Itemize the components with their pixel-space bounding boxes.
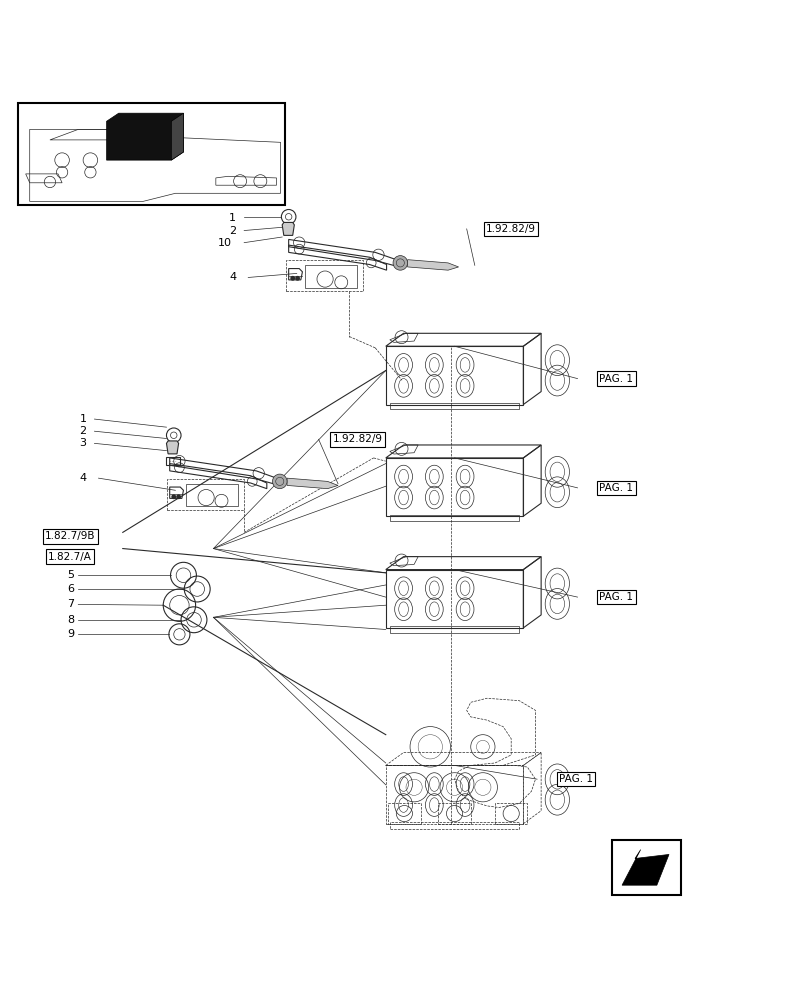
Text: 4: 4: [229, 272, 236, 282]
Circle shape: [290, 276, 294, 281]
Polygon shape: [287, 478, 337, 489]
Text: 1.92.82/9: 1.92.82/9: [332, 434, 382, 444]
Polygon shape: [621, 850, 668, 885]
Text: PAG. 1: PAG. 1: [599, 374, 633, 384]
Bar: [385, 765, 523, 824]
Text: 1.82.7/A: 1.82.7/A: [48, 552, 92, 562]
Polygon shape: [407, 260, 458, 270]
Text: 7: 7: [67, 599, 74, 609]
Polygon shape: [106, 113, 183, 160]
Text: 8: 8: [67, 615, 74, 625]
Text: 3: 3: [79, 438, 86, 448]
Bar: [611, 840, 680, 895]
Text: 9: 9: [67, 629, 74, 639]
Text: 5: 5: [67, 570, 74, 580]
Text: PAG. 1: PAG. 1: [558, 774, 592, 784]
Polygon shape: [166, 441, 178, 454]
Text: PAG. 1: PAG. 1: [599, 592, 633, 602]
Bar: [18, 103, 285, 205]
Bar: [286, 260, 363, 291]
Bar: [389, 515, 519, 521]
Text: 1.82.7/9B: 1.82.7/9B: [45, 531, 96, 541]
Text: 1.92.82/9: 1.92.82/9: [486, 224, 535, 234]
Text: 2: 2: [229, 226, 236, 236]
Bar: [385, 570, 523, 628]
Bar: [389, 626, 519, 633]
Bar: [495, 803, 526, 824]
Bar: [165, 457, 180, 465]
Bar: [385, 458, 523, 516]
Bar: [388, 803, 420, 824]
Text: PAG. 1: PAG. 1: [599, 483, 633, 493]
Text: 1: 1: [79, 414, 86, 424]
Polygon shape: [171, 113, 183, 160]
Bar: [167, 479, 244, 510]
Circle shape: [176, 494, 181, 499]
Text: 2: 2: [79, 426, 86, 436]
Circle shape: [272, 474, 287, 489]
Bar: [438, 803, 470, 824]
Polygon shape: [282, 222, 294, 235]
Text: 1: 1: [229, 213, 236, 223]
Bar: [389, 403, 519, 409]
Text: 6: 6: [67, 584, 74, 594]
Circle shape: [171, 494, 176, 499]
Bar: [385, 346, 523, 405]
Text: 10: 10: [217, 238, 232, 248]
Bar: [389, 822, 519, 829]
Text: 4: 4: [79, 473, 86, 483]
Circle shape: [294, 276, 299, 281]
Circle shape: [393, 256, 407, 270]
